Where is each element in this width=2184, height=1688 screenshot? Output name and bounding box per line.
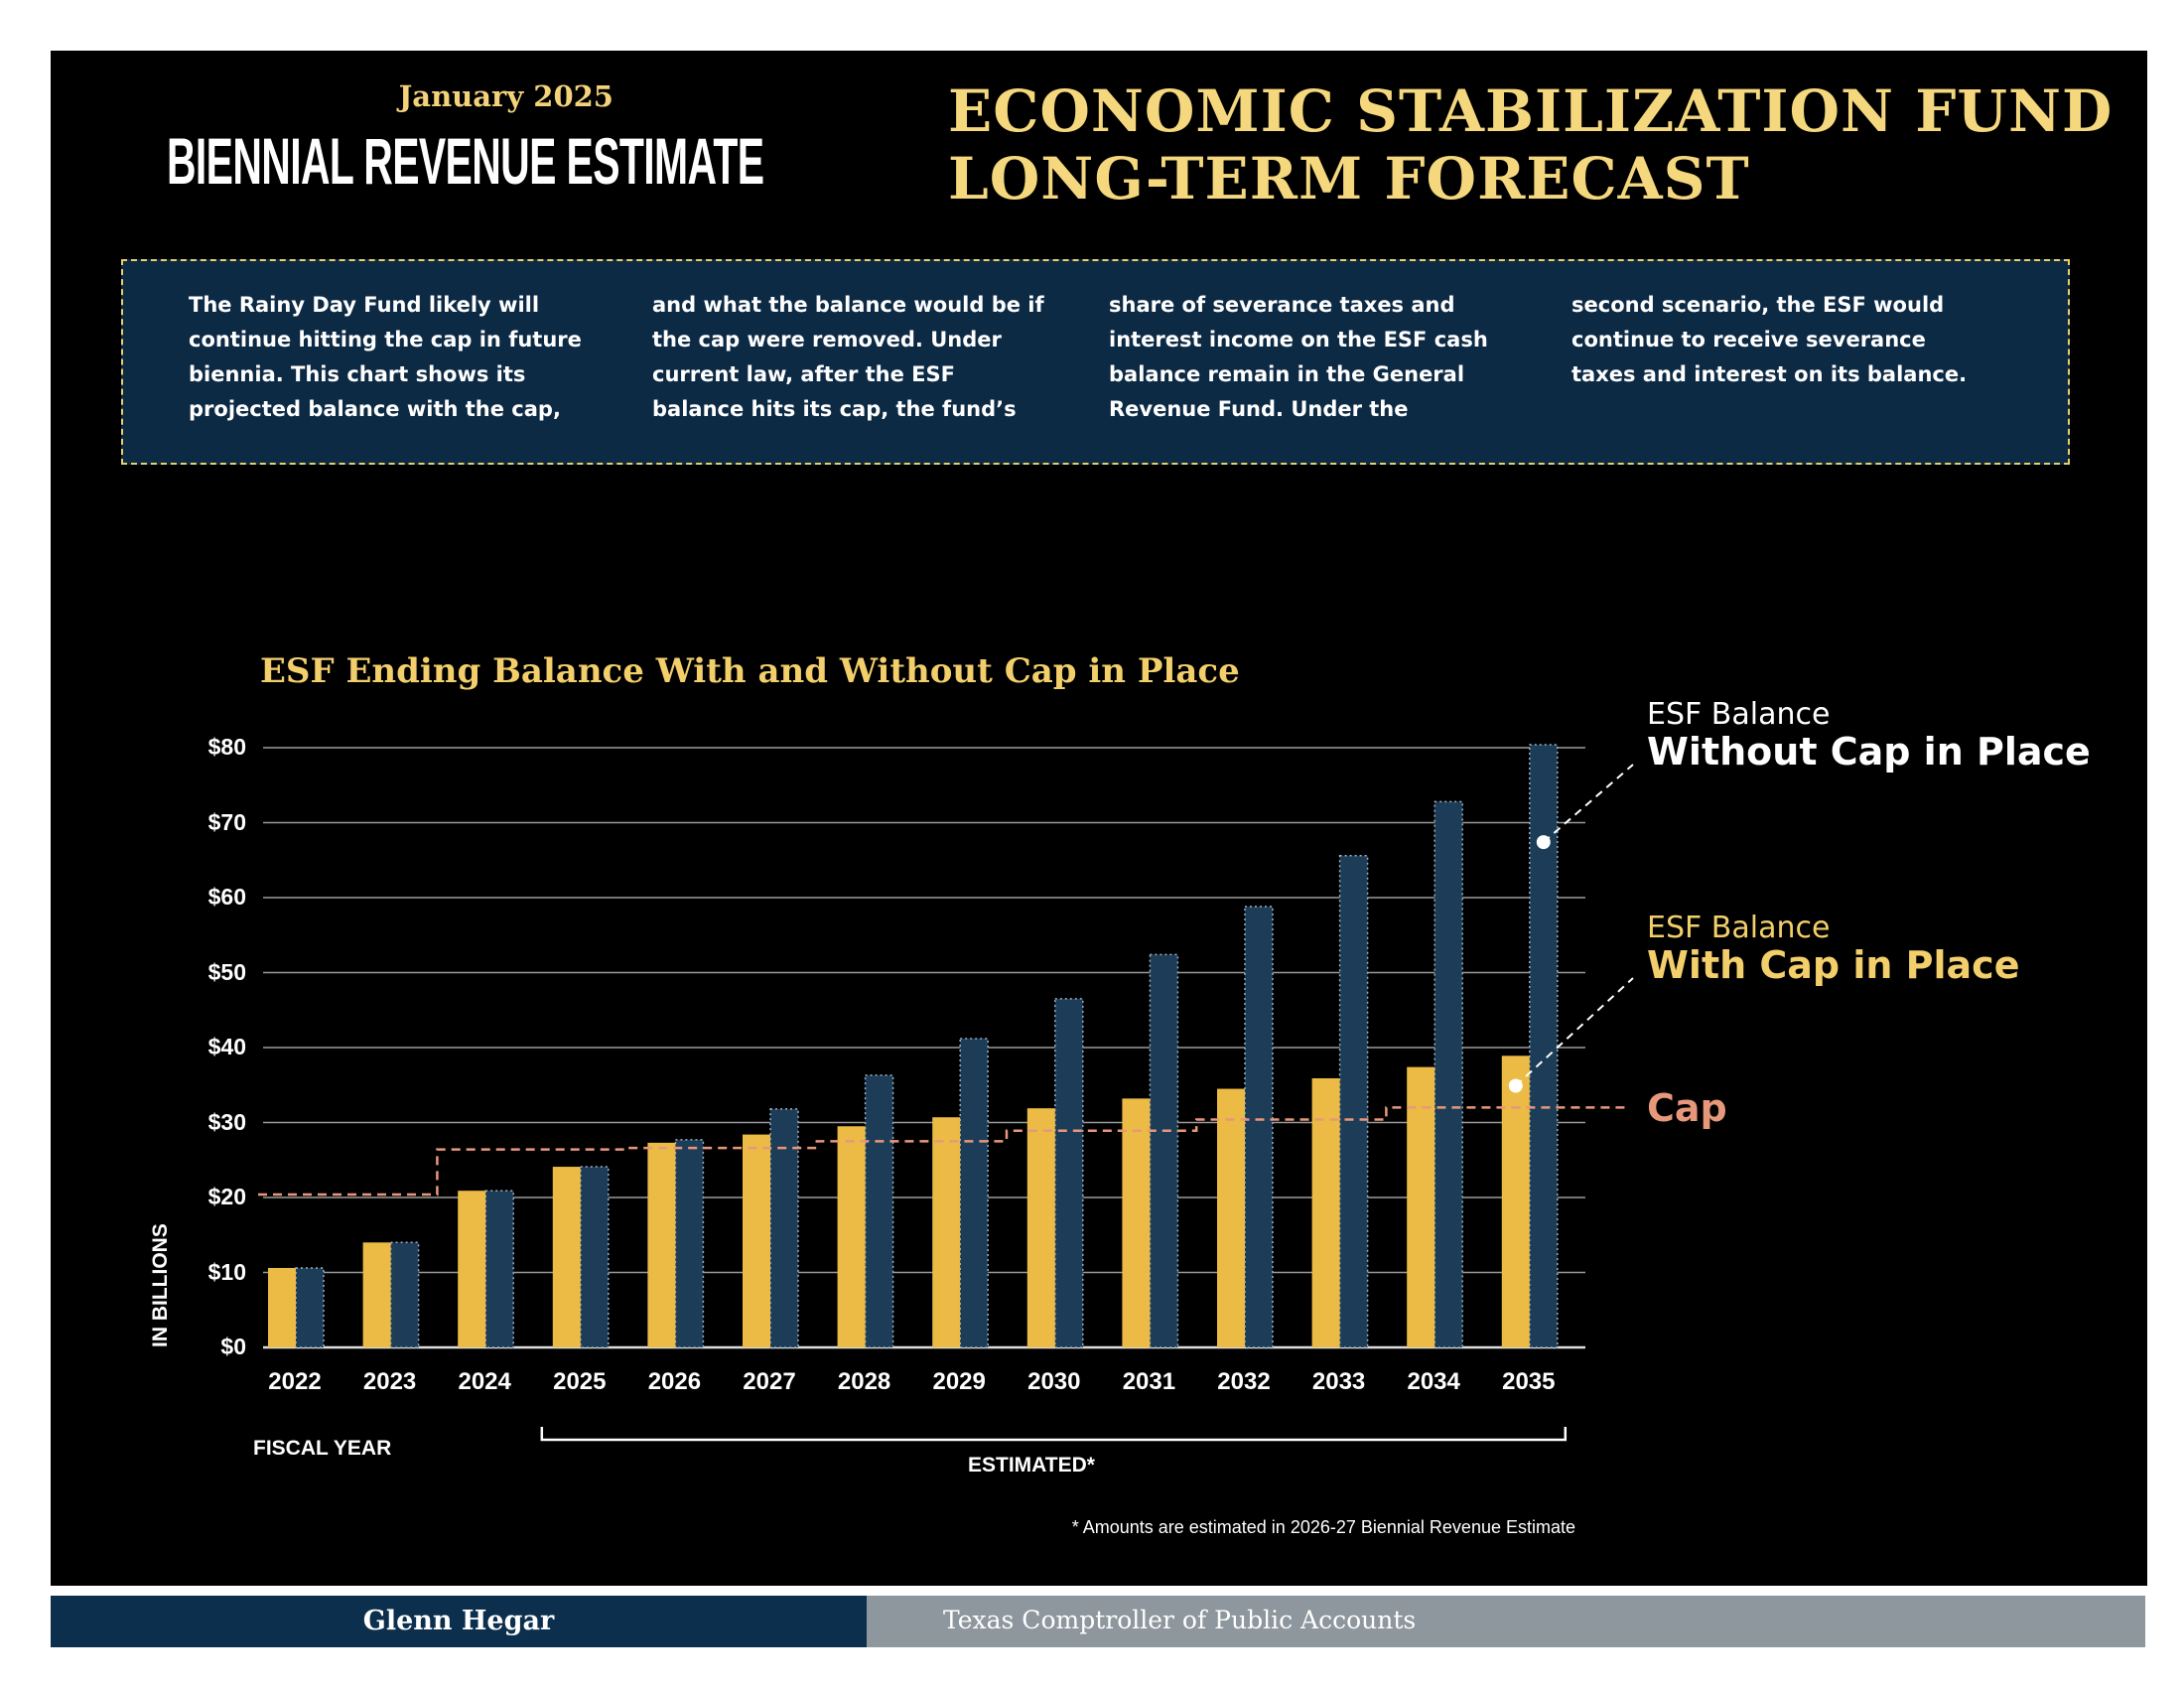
y-tick-label: $20	[207, 1184, 246, 1209]
bar-without-cap	[1338, 854, 1369, 1348]
title-line-1: ECONOMIC STABILIZATION FUND	[948, 77, 2114, 145]
publication-name: BIENNIAL REVENUE ESTIMATE	[167, 124, 764, 198]
x-tick-label: 2029	[932, 1368, 986, 1395]
legend-with-cap-bottom: With Cap in Place	[1647, 943, 2020, 987]
estimated-bracket	[540, 1427, 1568, 1442]
bar-without-cap	[389, 1241, 420, 1348]
y-tick-label: $30	[207, 1108, 246, 1135]
x-tick-label: 2026	[647, 1368, 702, 1395]
bar-with-cap	[1311, 1077, 1340, 1347]
x-tick-label: 2023	[362, 1368, 417, 1395]
bar-without-cap	[1433, 800, 1463, 1348]
legend-with-cap: ESF Balance With Cap in Place	[1647, 911, 2019, 987]
x-tick-label: 2031	[1122, 1368, 1176, 1395]
bar-without-cap	[1529, 744, 1559, 1348]
bar-without-cap	[769, 1108, 799, 1348]
legend-without-cap: ESF Balance Without Cap in Place	[1647, 697, 2091, 774]
marker-dot-without-cap	[1536, 835, 1551, 850]
bar-without-cap	[1244, 906, 1274, 1348]
y-tick-label: $70	[207, 808, 246, 835]
bar-with-cap	[552, 1167, 581, 1347]
y-tick-label: $0	[220, 1334, 246, 1359]
bar-without-cap	[1054, 998, 1084, 1348]
x-axis-label: FISCAL YEAR	[253, 1437, 392, 1460]
x-tick-label: 2033	[1311, 1368, 1366, 1395]
page-title: ECONOMIC STABILIZATION FUND LONG-TERM FO…	[948, 77, 2113, 212]
y-tick-label: $50	[207, 958, 246, 985]
bar-with-cap	[743, 1134, 770, 1347]
bar-without-cap	[1149, 953, 1179, 1348]
chart-title: ESF Ending Balance With and Without Cap …	[260, 651, 1240, 691]
bar-with-cap	[1026, 1108, 1055, 1347]
footnote: * Amounts are estimated in 2026-27 Bienn…	[1071, 1517, 1575, 1537]
footer-agency: Texas Comptroller of Public Accounts	[867, 1596, 2145, 1647]
footer-agency-text: Texas Comptroller of Public Accounts	[943, 1606, 1417, 1634]
report-date: January 2025	[398, 79, 614, 113]
bar-with-cap	[1217, 1088, 1245, 1347]
footer-name: Glenn Hegar	[51, 1596, 867, 1647]
bar-with-cap	[647, 1142, 676, 1347]
bar-with-cap	[1122, 1098, 1151, 1347]
y-tick-label: $80	[207, 734, 246, 760]
leader-line-without-cap	[1543, 764, 1634, 843]
x-tick-label: 2024	[458, 1368, 511, 1395]
x-tick-label: 2034	[1407, 1368, 1460, 1395]
bar-without-cap	[580, 1166, 610, 1348]
x-tick-label: 2032	[1217, 1368, 1271, 1395]
x-tick-label: 2028	[837, 1368, 891, 1395]
legend-without-cap-bottom: Without Cap in Place	[1647, 730, 2091, 774]
bar-with-cap	[932, 1117, 961, 1347]
intro-column-1: The Rainy Day Fund likely will continue …	[189, 293, 582, 421]
intro-text-box: The Rainy Day Fund likely will continue …	[121, 259, 2070, 465]
title-line-2: LONG-TERM FORECAST	[948, 145, 1750, 212]
bar-with-cap	[837, 1126, 866, 1347]
bar-without-cap	[295, 1267, 325, 1348]
bar-with-cap	[362, 1242, 391, 1347]
y-tick-label: $60	[207, 884, 246, 910]
x-tick-label: 2022	[268, 1368, 322, 1395]
y-tick-label: $40	[207, 1034, 246, 1059]
y-axis-label: IN BILLIONS	[149, 1223, 172, 1347]
bar-with-cap	[268, 1267, 296, 1347]
bar-with-cap	[1501, 1055, 1530, 1347]
x-tick-label: 2035	[1502, 1368, 1556, 1395]
bar-without-cap	[959, 1038, 989, 1348]
legend-without-cap-top: ESF Balance	[1647, 697, 1831, 732]
intro-column-4: second scenario, the ESF would continue …	[1571, 293, 1968, 386]
legend-cap: Cap	[1647, 1086, 1727, 1130]
x-tick-label: 2027	[743, 1368, 796, 1395]
intro-column-2: and what the balance would be if the cap…	[652, 293, 1044, 421]
bar-without-cap	[864, 1074, 894, 1348]
leader-line-with-cap	[1515, 977, 1634, 1087]
intro-column-3: share of severance taxes and interest in…	[1109, 293, 1488, 421]
x-tick-label: 2025	[553, 1368, 607, 1395]
bar-with-cap	[458, 1191, 486, 1347]
legend-with-cap-top: ESF Balance	[1647, 911, 1831, 945]
bar-with-cap	[1407, 1066, 1435, 1347]
y-tick-label: $10	[207, 1258, 246, 1285]
marker-dot-with-cap	[1508, 1078, 1523, 1093]
estimated-label: ESTIMATED*	[968, 1454, 1095, 1477]
x-tick-label: 2030	[1027, 1368, 1081, 1395]
bar-without-cap	[484, 1190, 514, 1348]
bar-without-cap	[674, 1139, 705, 1348]
cap-line	[258, 1106, 1628, 1196]
